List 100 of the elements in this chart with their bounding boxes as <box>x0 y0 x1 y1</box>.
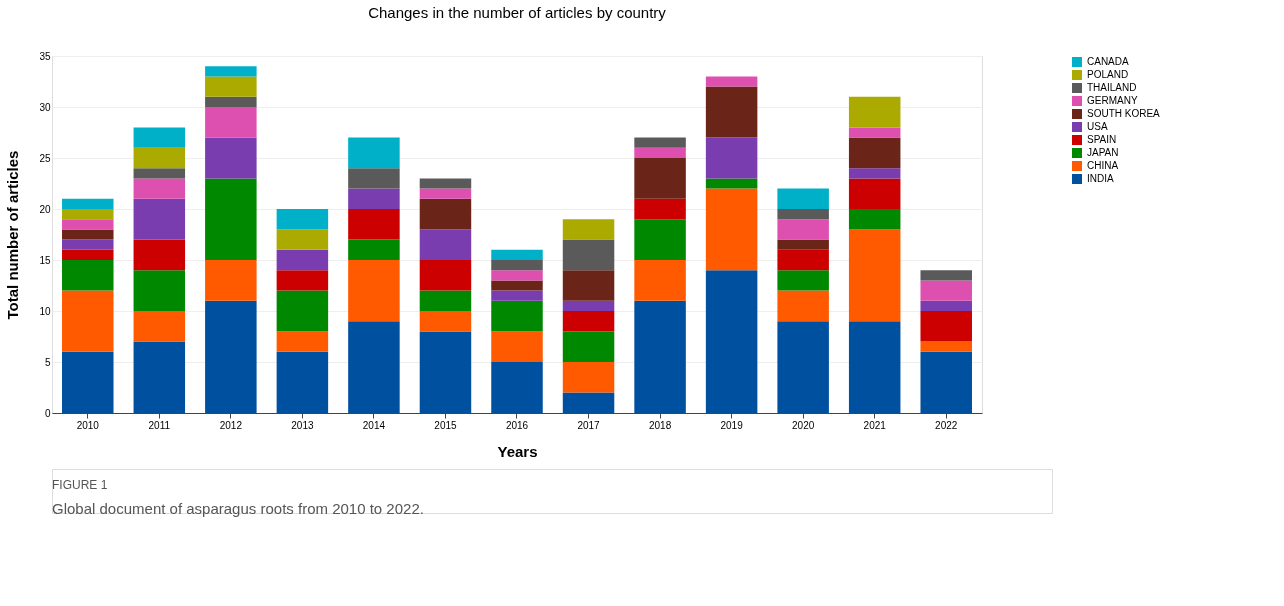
x-tick-label: 2019 <box>720 419 744 431</box>
bar <box>205 107 257 138</box>
bar <box>205 66 257 77</box>
bar <box>133 147 186 169</box>
bar <box>491 362 543 413</box>
bar <box>848 229 901 322</box>
y-axis-title: Total number of articles <box>4 150 22 320</box>
bar <box>705 76 758 87</box>
bar <box>133 168 186 179</box>
legend-label: CHINA <box>1087 160 1119 171</box>
bar <box>348 239 400 260</box>
bar <box>205 260 257 301</box>
y-tick-label: 5 <box>44 356 51 368</box>
y-tick-label: 25 <box>39 152 51 164</box>
bar <box>562 311 615 332</box>
x-tick-label: 2016 <box>505 419 529 431</box>
bar <box>920 300 972 311</box>
bar <box>276 331 329 352</box>
x-tick-label: 2022 <box>935 419 958 431</box>
bar <box>348 321 400 413</box>
bar <box>777 209 829 220</box>
bar <box>205 76 257 97</box>
bar <box>419 229 472 260</box>
y-tick-label: 30 <box>39 101 51 113</box>
bar <box>848 96 901 128</box>
bar <box>419 178 472 189</box>
legend-label: POLAND <box>1087 69 1129 80</box>
y-tick-label: 20 <box>39 203 51 215</box>
bar <box>705 137 758 179</box>
bar <box>133 198 186 240</box>
bar <box>205 137 257 179</box>
bar <box>920 351 972 413</box>
bar <box>276 270 329 291</box>
bar <box>848 321 901 413</box>
bar <box>419 311 472 332</box>
bar <box>777 249 829 271</box>
text: Global document of asparagus roots from 2010 to 2022. <box>52 500 424 517</box>
legend-label: JAPAN <box>1087 147 1119 158</box>
y-tick-label: 0 <box>44 407 51 419</box>
bar <box>562 331 615 362</box>
bar <box>62 229 114 240</box>
bar <box>419 198 472 230</box>
legend-label: CANADA <box>1087 56 1129 67</box>
bar <box>562 300 615 311</box>
bar <box>62 260 114 291</box>
bar <box>920 280 972 301</box>
bar <box>705 270 758 413</box>
bar <box>133 311 186 342</box>
legend-label: GERMANY <box>1087 95 1138 106</box>
bar <box>205 178 257 260</box>
bar <box>777 290 829 322</box>
bar <box>491 300 543 332</box>
bar <box>705 178 758 189</box>
bar <box>705 86 758 138</box>
bar <box>562 392 615 413</box>
bar <box>62 290 114 352</box>
bar <box>634 300 686 413</box>
bar <box>491 249 543 260</box>
bar <box>62 198 114 209</box>
bar <box>491 280 543 291</box>
bar <box>562 362 615 393</box>
bar <box>62 219 114 230</box>
bar <box>276 290 329 332</box>
chart-title: Changes in the number of articles by country <box>368 4 667 21</box>
bar <box>777 321 829 413</box>
bar <box>276 229 329 250</box>
bar <box>491 290 543 301</box>
bar <box>920 311 972 342</box>
bar <box>562 219 615 240</box>
bar <box>62 351 114 413</box>
bar <box>705 188 758 271</box>
bar <box>491 331 543 362</box>
legend-label: USA <box>1087 121 1108 132</box>
bar <box>348 168 400 189</box>
bar <box>777 270 829 291</box>
bar <box>348 188 400 209</box>
legend-label: THAILAND <box>1087 82 1137 93</box>
bar <box>276 249 329 271</box>
bar <box>634 147 686 158</box>
bar <box>133 178 186 199</box>
caption: FIGURE 1 <box>52 478 108 492</box>
bar <box>419 260 472 291</box>
bar <box>920 341 972 352</box>
bar <box>276 209 329 230</box>
bar <box>62 249 114 260</box>
x-tick-label: 2014 <box>362 419 386 431</box>
x-axis-title: Years <box>497 442 538 460</box>
bar <box>133 127 186 148</box>
legend-label: SPAIN <box>1087 134 1117 145</box>
bar <box>133 239 186 271</box>
legend-label: SOUTH KOREA <box>1087 108 1161 119</box>
bar <box>205 300 257 413</box>
x-tick-label: 2017 <box>577 419 601 431</box>
bar <box>562 239 615 271</box>
bar <box>777 188 829 209</box>
bar <box>62 239 114 250</box>
bar <box>419 188 472 199</box>
bar <box>133 341 186 413</box>
bar <box>133 270 186 311</box>
bar <box>62 209 114 220</box>
